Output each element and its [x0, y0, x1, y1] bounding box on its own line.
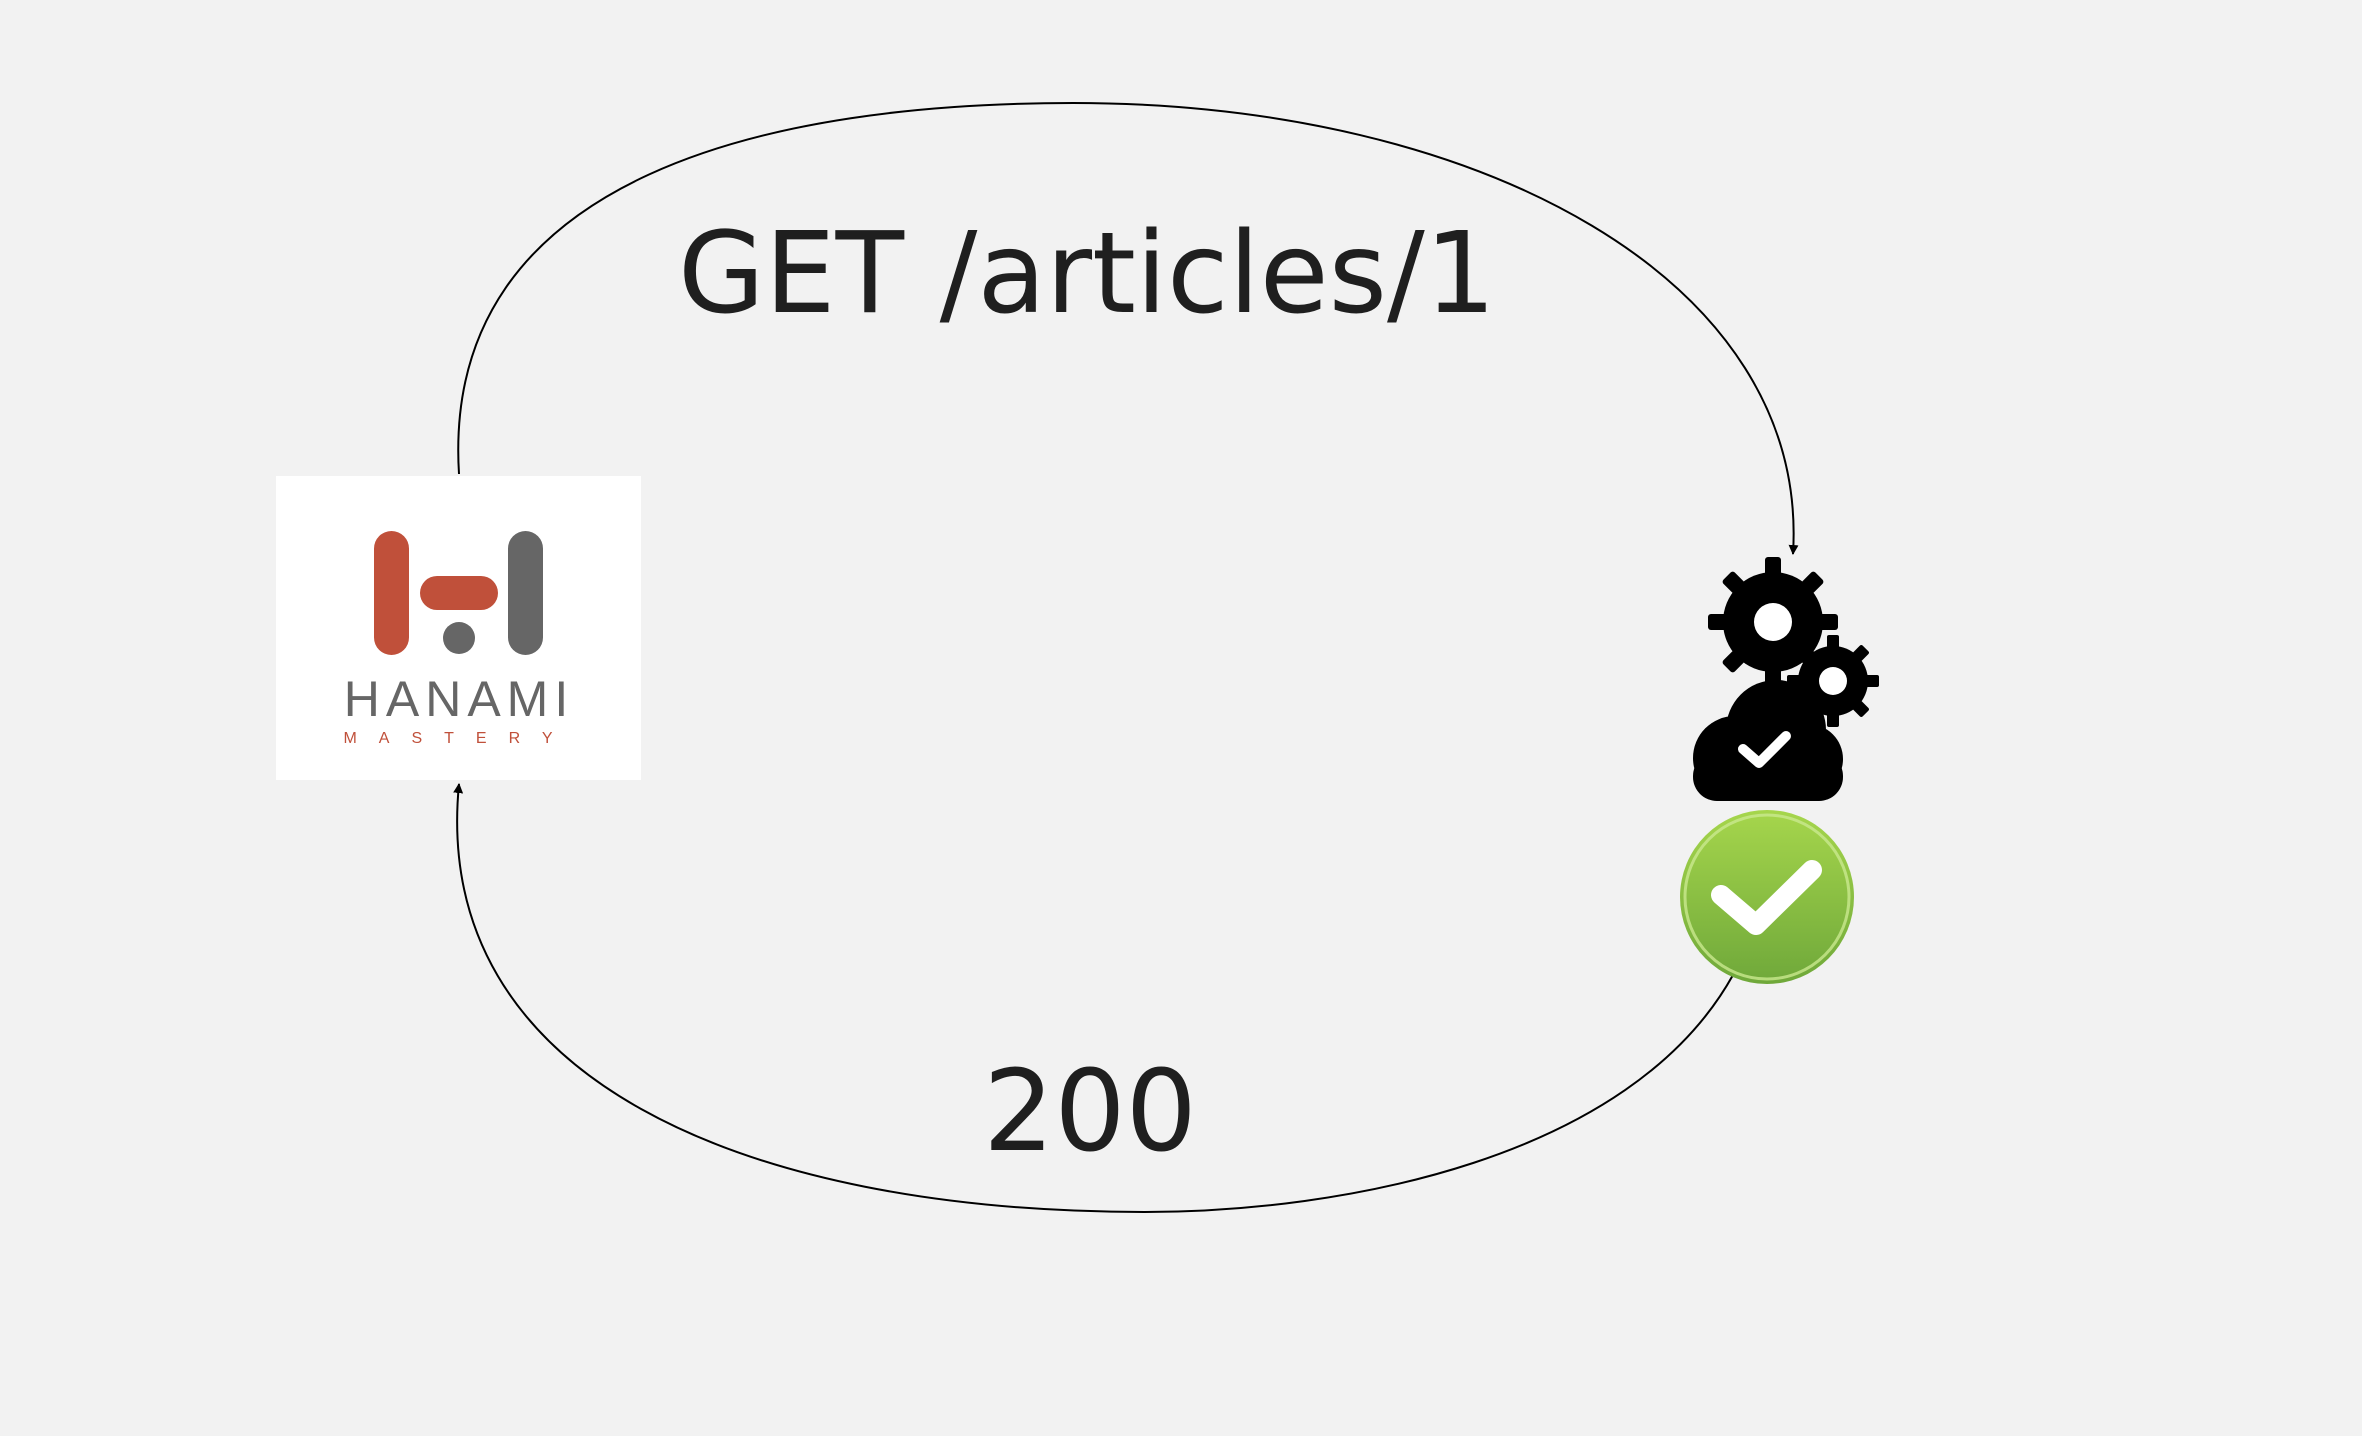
logo-dot — [443, 622, 475, 654]
response-arrow — [453, 783, 1734, 1214]
request-label: GET /articles/1 — [678, 209, 1496, 339]
logo-center-bar — [420, 576, 498, 610]
hanami-mastery-logo: HANAMI MASTERY — [276, 476, 641, 780]
cloud-check-icon — [1738, 731, 1791, 768]
cloud-gears-icon — [1693, 557, 1879, 801]
logo-right-bar — [508, 531, 543, 655]
response-label: 200 — [983, 1047, 1197, 1177]
green-checkmark-icon — [1680, 810, 1854, 984]
logo-word: HANAMI — [344, 671, 574, 727]
cloud-icon — [1693, 680, 1843, 801]
logo-left-bar — [374, 531, 409, 655]
logo-subword: MASTERY — [343, 730, 574, 747]
request-arrow — [457, 101, 1799, 555]
